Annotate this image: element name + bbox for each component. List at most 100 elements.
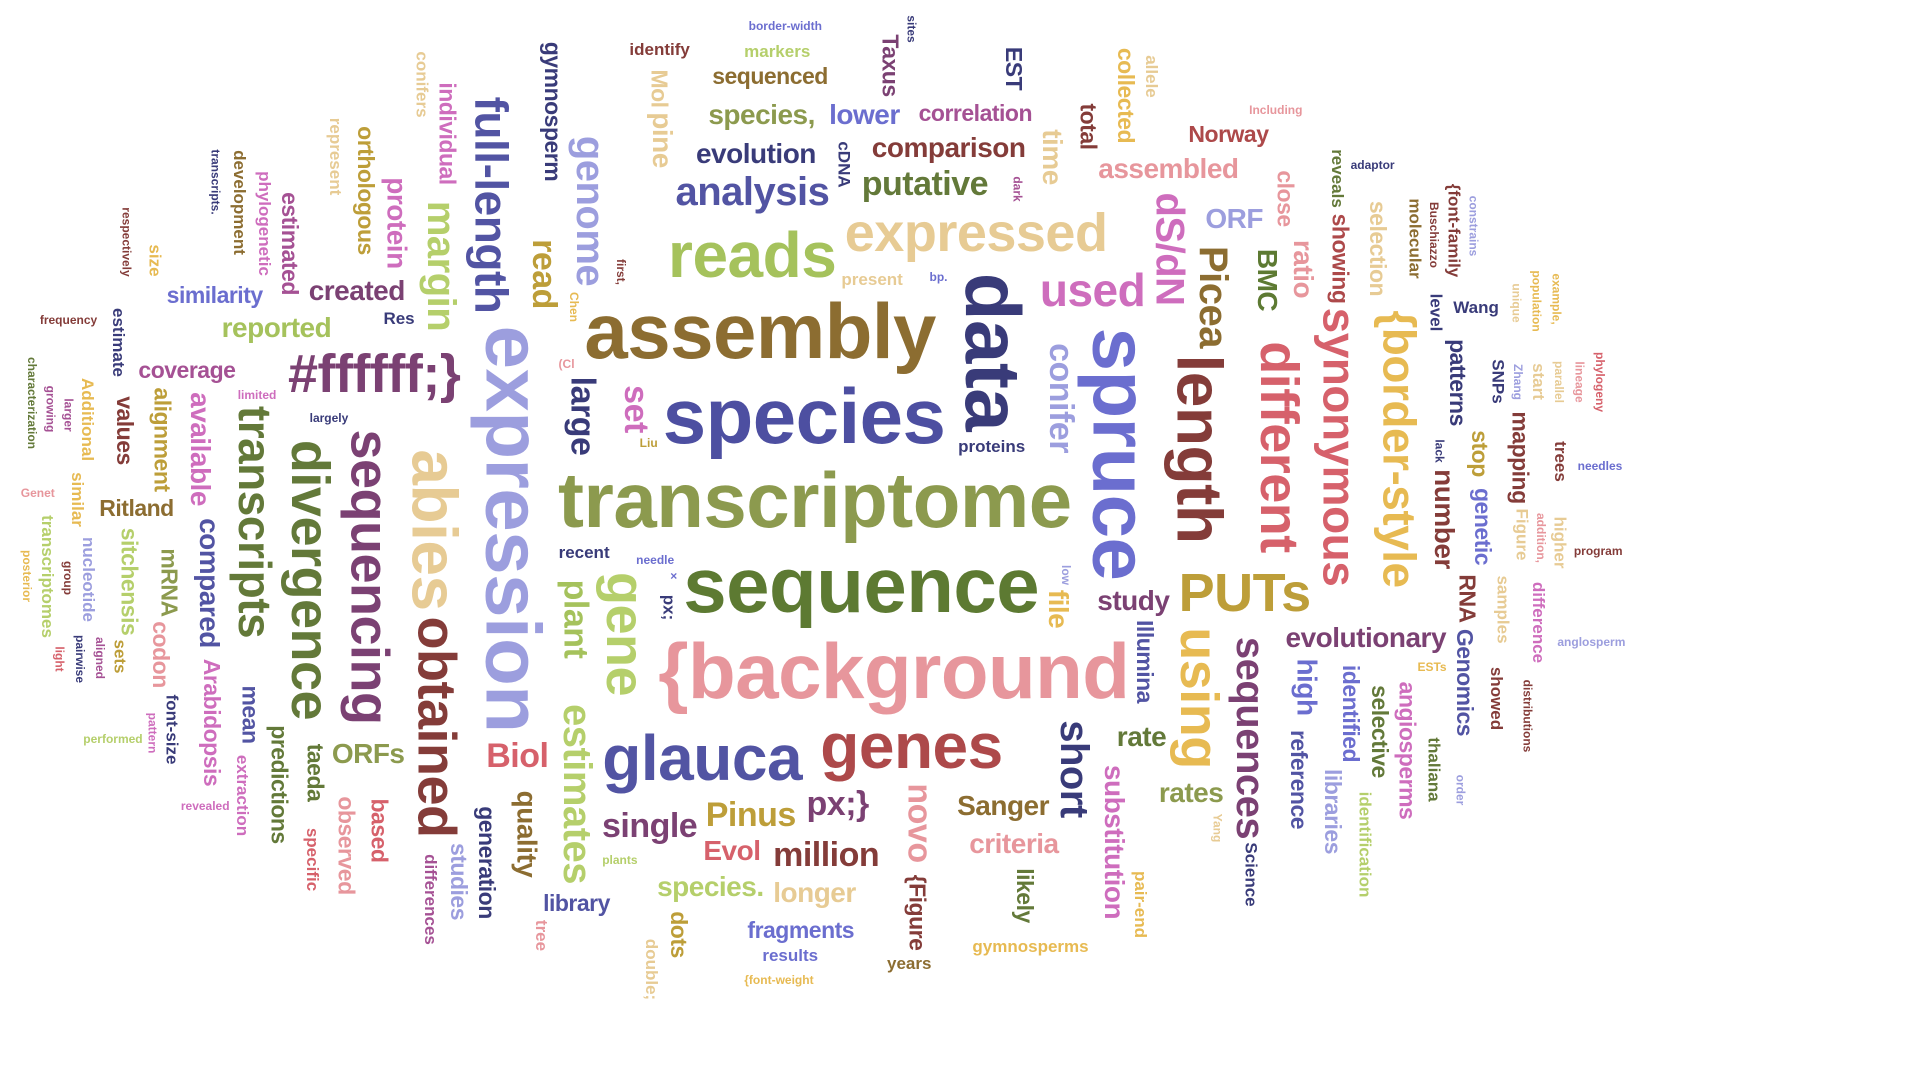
cloud-word: phylogeny xyxy=(1592,352,1607,413)
cloud-word: specific xyxy=(303,828,323,892)
cloud-word: tree xyxy=(532,919,552,951)
cloud-word: extraction xyxy=(233,754,253,836)
cloud-word: development xyxy=(230,150,250,256)
cloud-word: respectively xyxy=(119,207,134,277)
cloud-word: Illumina xyxy=(1132,619,1159,703)
cloud-word: species xyxy=(662,371,946,460)
cloud-word: assembly xyxy=(584,287,936,376)
cloud-word: largely xyxy=(309,410,349,425)
cloud-word: × xyxy=(670,569,678,584)
cloud-word: {font-family xyxy=(1443,183,1463,278)
cloud-word: years xyxy=(886,954,932,974)
cloud-word: transcriptome xyxy=(558,456,1072,544)
cloud-word: dark xyxy=(1011,176,1026,202)
cloud-word: used xyxy=(1039,264,1146,316)
cloud-word: Sanger xyxy=(957,790,1050,822)
cloud-word: lower xyxy=(829,98,900,130)
cloud-word: Wang xyxy=(1453,297,1499,317)
cloud-word: rates xyxy=(1158,776,1224,808)
cloud-word: example, xyxy=(1549,273,1564,326)
cloud-word: Zhang xyxy=(1511,363,1526,400)
cloud-word: reported xyxy=(221,312,332,344)
cloud-word: selection xyxy=(1364,200,1391,296)
cloud-word: low xyxy=(1059,564,1074,585)
cloud-word: Mol xyxy=(646,69,673,108)
cloud-word: short xyxy=(1051,720,1096,819)
cloud-word: similarity xyxy=(166,281,264,308)
cloud-word: using xyxy=(1168,627,1229,770)
cloud-word: reveals xyxy=(1327,148,1347,208)
cloud-word: plant xyxy=(556,579,595,658)
cloud-word: estimates xyxy=(555,703,600,885)
cloud-word: transcripts xyxy=(229,405,282,638)
cloud-word: data xyxy=(948,272,1037,431)
cloud-word: novo xyxy=(900,783,939,863)
cloud-word: coverage xyxy=(138,356,236,383)
cloud-word: sequenced xyxy=(712,63,828,90)
cloud-word: total xyxy=(1075,103,1102,150)
cloud-word: thaliana xyxy=(1424,737,1444,803)
cloud-word: lack xyxy=(1432,439,1447,463)
cloud-word: dots xyxy=(665,911,692,958)
cloud-word: {Figure xyxy=(903,874,930,951)
cloud-word: pair-end xyxy=(1131,870,1151,938)
cloud-word: sites xyxy=(904,15,919,44)
cloud-word: million xyxy=(773,835,880,874)
cloud-word: start xyxy=(1528,363,1548,400)
cloud-word: generation xyxy=(474,806,501,919)
cloud-word: BMC xyxy=(1251,248,1283,311)
cloud-word: collected xyxy=(1113,48,1140,144)
cloud-word: {font-weight xyxy=(744,973,814,988)
cloud-word: aligned xyxy=(92,636,107,679)
cloud-word: PUTs xyxy=(1178,562,1312,623)
cloud-word: compared xyxy=(194,517,226,648)
cloud-word: large xyxy=(563,376,602,456)
cloud-word: first, xyxy=(614,258,629,285)
cloud-word: border-width xyxy=(748,19,822,34)
cloud-word: double; xyxy=(642,938,662,1001)
cloud-word: close xyxy=(1272,169,1299,227)
cloud-word: font-size xyxy=(162,694,182,765)
cloud-word: Buschiazzo xyxy=(1427,201,1442,268)
cloud-word: level xyxy=(1426,293,1446,332)
cloud-word: Genomics xyxy=(1451,629,1478,737)
cloud-word: margin xyxy=(419,200,464,331)
cloud-word: showed xyxy=(1486,667,1506,731)
cloud-word: genome xyxy=(567,135,612,287)
cloud-word: values xyxy=(111,395,138,465)
cloud-word: ORF xyxy=(1205,203,1264,235)
cloud-word: Biol xyxy=(486,736,549,775)
cloud-word: pairwise xyxy=(72,634,87,683)
cloud-word: mean xyxy=(237,685,264,744)
cloud-word: genetic xyxy=(1470,487,1497,565)
cloud-word: unique xyxy=(1509,283,1524,323)
cloud-word: pattern xyxy=(145,712,160,753)
cloud-word: gene xyxy=(595,571,656,696)
cloud-word: expression xyxy=(469,325,558,733)
cloud-word: lineage xyxy=(1572,361,1587,403)
cloud-word: Including xyxy=(1249,103,1303,118)
cloud-word: size xyxy=(145,244,165,277)
cloud-word: {background xyxy=(658,627,1130,716)
cloud-word: time xyxy=(1036,129,1068,185)
cloud-word: set xyxy=(617,385,656,433)
cloud-word: full-length xyxy=(465,96,518,314)
cloud-word: plants xyxy=(602,852,638,867)
cloud-word: addition, xyxy=(1533,513,1548,564)
cloud-word: population xyxy=(1529,270,1544,332)
cloud-word: file xyxy=(1043,589,1075,629)
cloud-word: {border-style xyxy=(1373,310,1426,588)
cloud-word: gymnosperms xyxy=(972,937,1089,957)
cloud-word: adaptor xyxy=(1350,158,1395,173)
cloud-word: parallel xyxy=(1551,360,1566,403)
cloud-word: performed xyxy=(83,731,143,746)
cloud-word: expressed xyxy=(844,202,1108,263)
cloud-word: evolutionary xyxy=(1285,622,1447,654)
cloud-word: characterization xyxy=(24,357,39,450)
cloud-word: species, xyxy=(708,99,815,131)
cloud-word: taeda xyxy=(302,743,329,802)
cloud-word: Taxus xyxy=(877,34,904,97)
cloud-word: mapping xyxy=(1507,411,1534,504)
cloud-word: Yang xyxy=(1210,813,1225,842)
cloud-word: order xyxy=(1453,774,1468,806)
